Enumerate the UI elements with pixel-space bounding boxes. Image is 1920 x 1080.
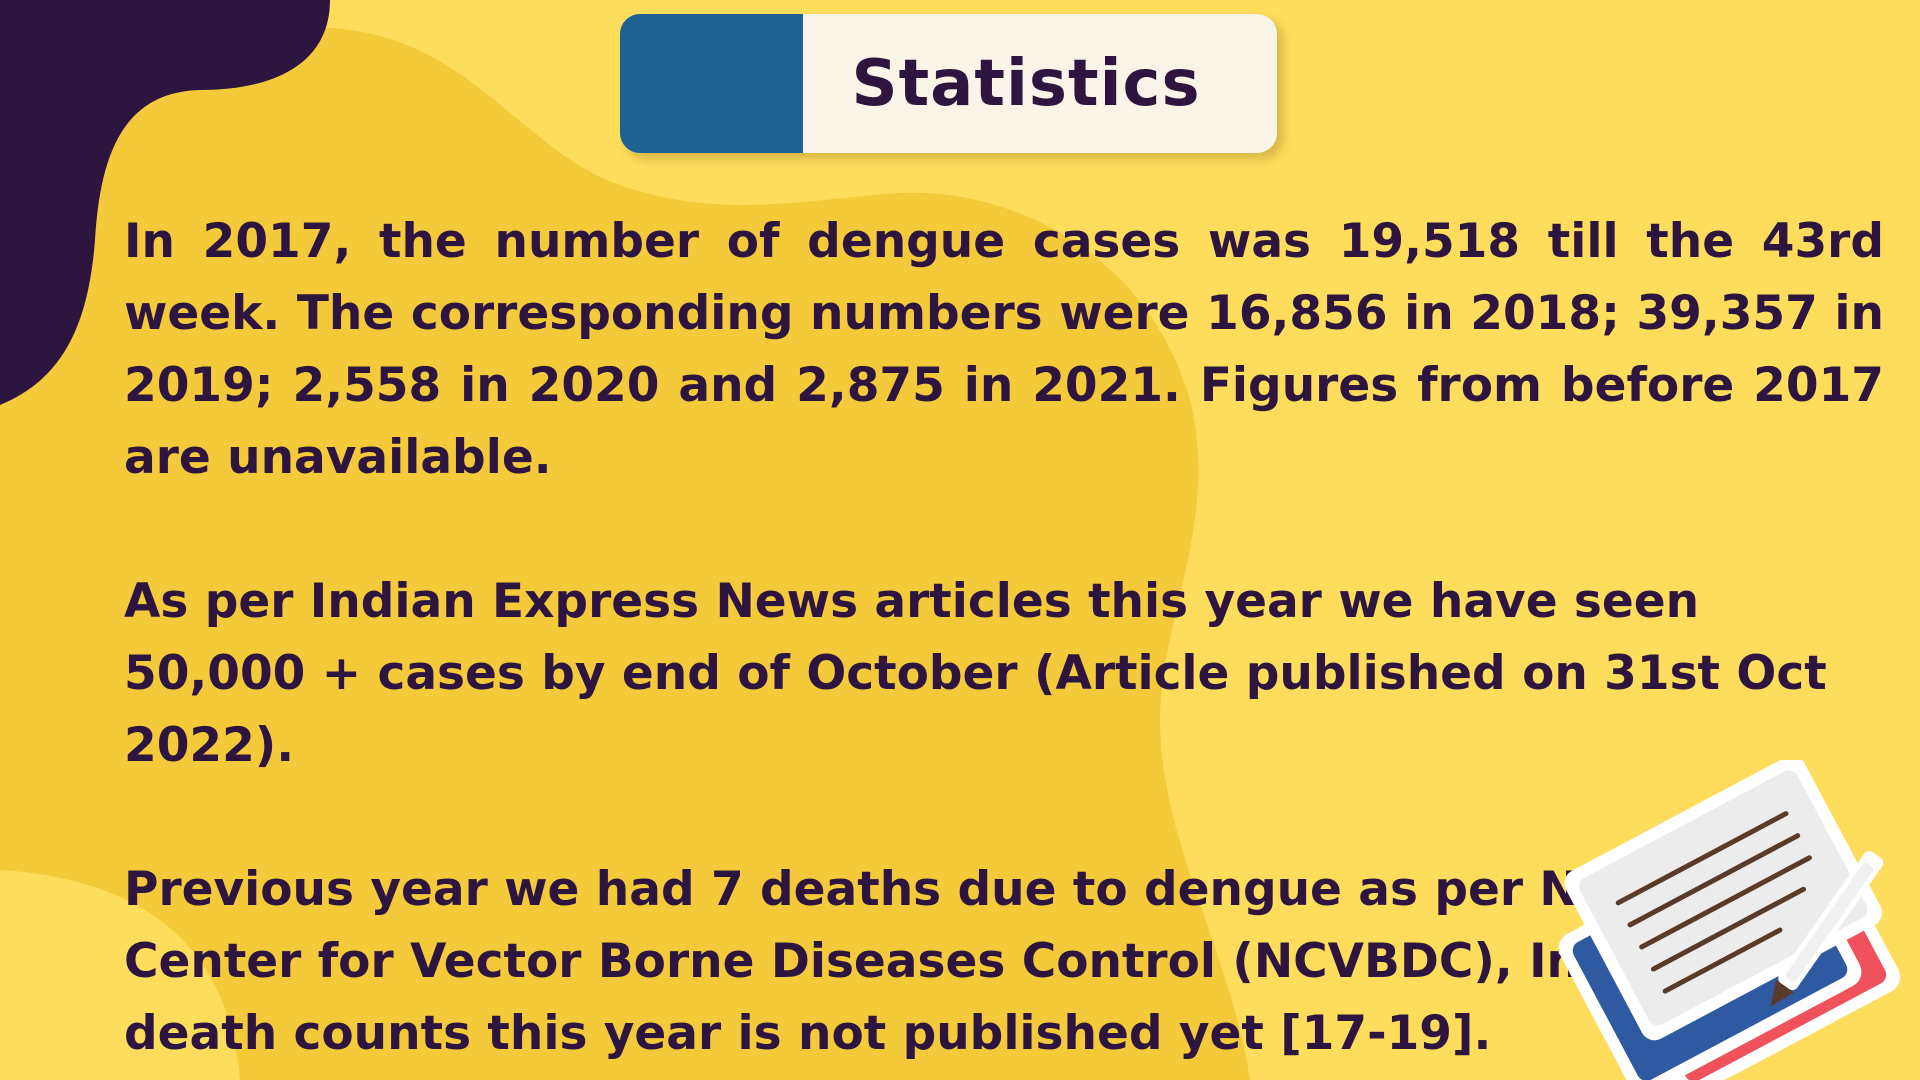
page-title: Statistics [851, 46, 1201, 121]
paragraph-news-article: As per Indian Express News articles this… [124, 574, 1827, 773]
background-corner-shape [0, 0, 330, 405]
paragraph-case-statistics: In 2017, the number of dengue cases was … [124, 214, 1884, 485]
paragraph-death-counts: Previous year we had 7 deaths due to den… [124, 862, 1766, 1061]
title-card: Statistics [620, 14, 1277, 153]
content-area: In 2017, the number of dengue cases was … [124, 206, 1884, 1070]
title-accent-bar [620, 14, 803, 153]
documents-icon [1558, 760, 1901, 1080]
background-blob [0, 26, 1250, 1080]
title-panel: Statistics [803, 14, 1277, 153]
